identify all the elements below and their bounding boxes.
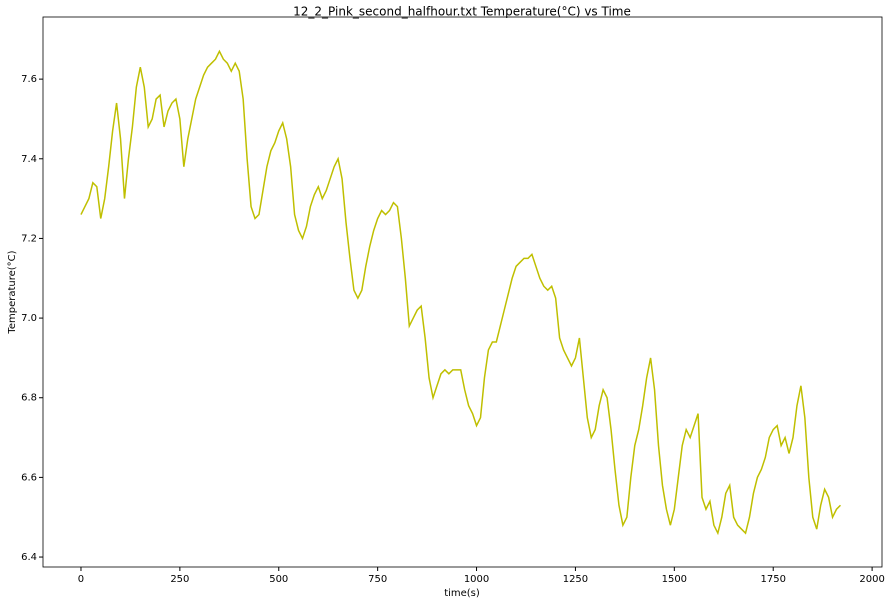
plot-frame xyxy=(42,16,883,568)
y-tick-label: 7.2 xyxy=(21,233,37,244)
x-tick-label: 250 xyxy=(170,574,189,585)
y-tick-label: 7.4 xyxy=(21,154,37,165)
x-axis-label: time(s) xyxy=(444,588,480,599)
line xyxy=(80,49,842,536)
y-tick-label: 6.8 xyxy=(21,393,37,404)
x-tick-label: 500 xyxy=(269,574,288,585)
x-tick-label: 1000 xyxy=(464,574,489,585)
y-axis-label: Temperature(°C) xyxy=(7,250,18,334)
y-tick-label: 7.6 xyxy=(21,74,37,85)
x-tick-label: 0 xyxy=(78,574,84,585)
x-tick-label: 1500 xyxy=(662,574,687,585)
y-tick-label: 6.4 xyxy=(21,552,37,563)
x-tick-label: 1750 xyxy=(760,574,785,585)
x-tick-label: 750 xyxy=(368,574,387,585)
x-tick-label: 1250 xyxy=(563,574,588,585)
y-tick-label: 7.0 xyxy=(21,313,37,324)
chart-title: 12_2_Pink_second_halfhour.txt Temperatur… xyxy=(293,5,631,19)
x-tick-label: 2000 xyxy=(859,574,884,585)
y-tick-label: 6.6 xyxy=(21,472,37,483)
